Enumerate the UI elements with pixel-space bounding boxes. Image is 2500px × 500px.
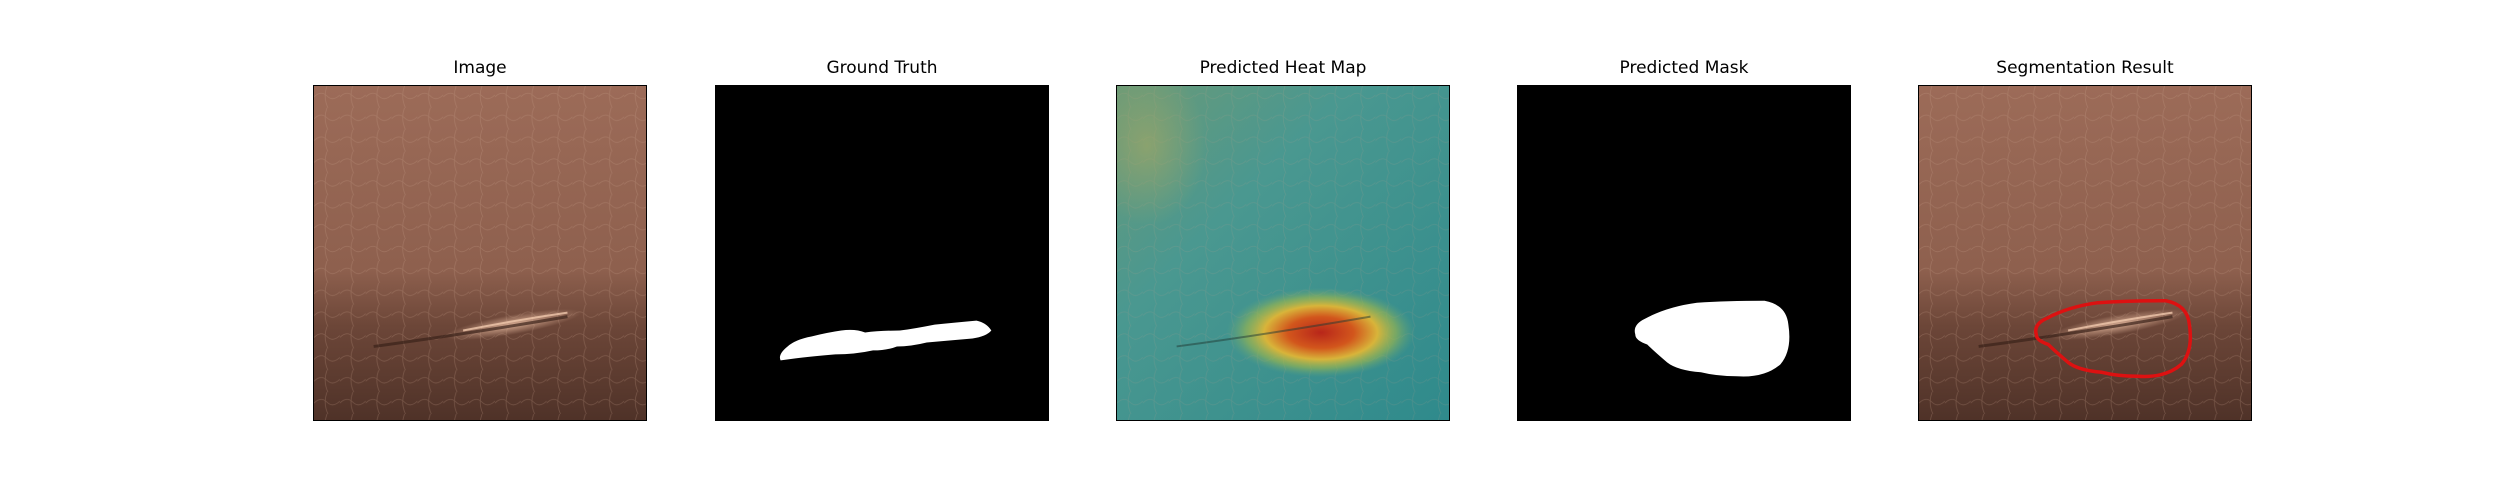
heat-map-panel bbox=[1116, 85, 1450, 421]
leather-image-panel bbox=[313, 85, 647, 421]
panel-title-heat-map: Predicted Heat Map bbox=[1199, 58, 1367, 78]
panel-title-ground-truth: Ground Truth bbox=[826, 58, 938, 78]
predicted-mask-panel bbox=[1517, 85, 1851, 421]
panel-title-segmentation-result: Segmentation Result bbox=[1996, 58, 2174, 78]
panel-title-image: Image bbox=[453, 58, 507, 78]
ground-truth-mask-panel bbox=[715, 85, 1049, 421]
panel-title-predicted-mask: Predicted Mask bbox=[1619, 58, 1749, 78]
segmentation-result-panel bbox=[1918, 85, 2252, 421]
